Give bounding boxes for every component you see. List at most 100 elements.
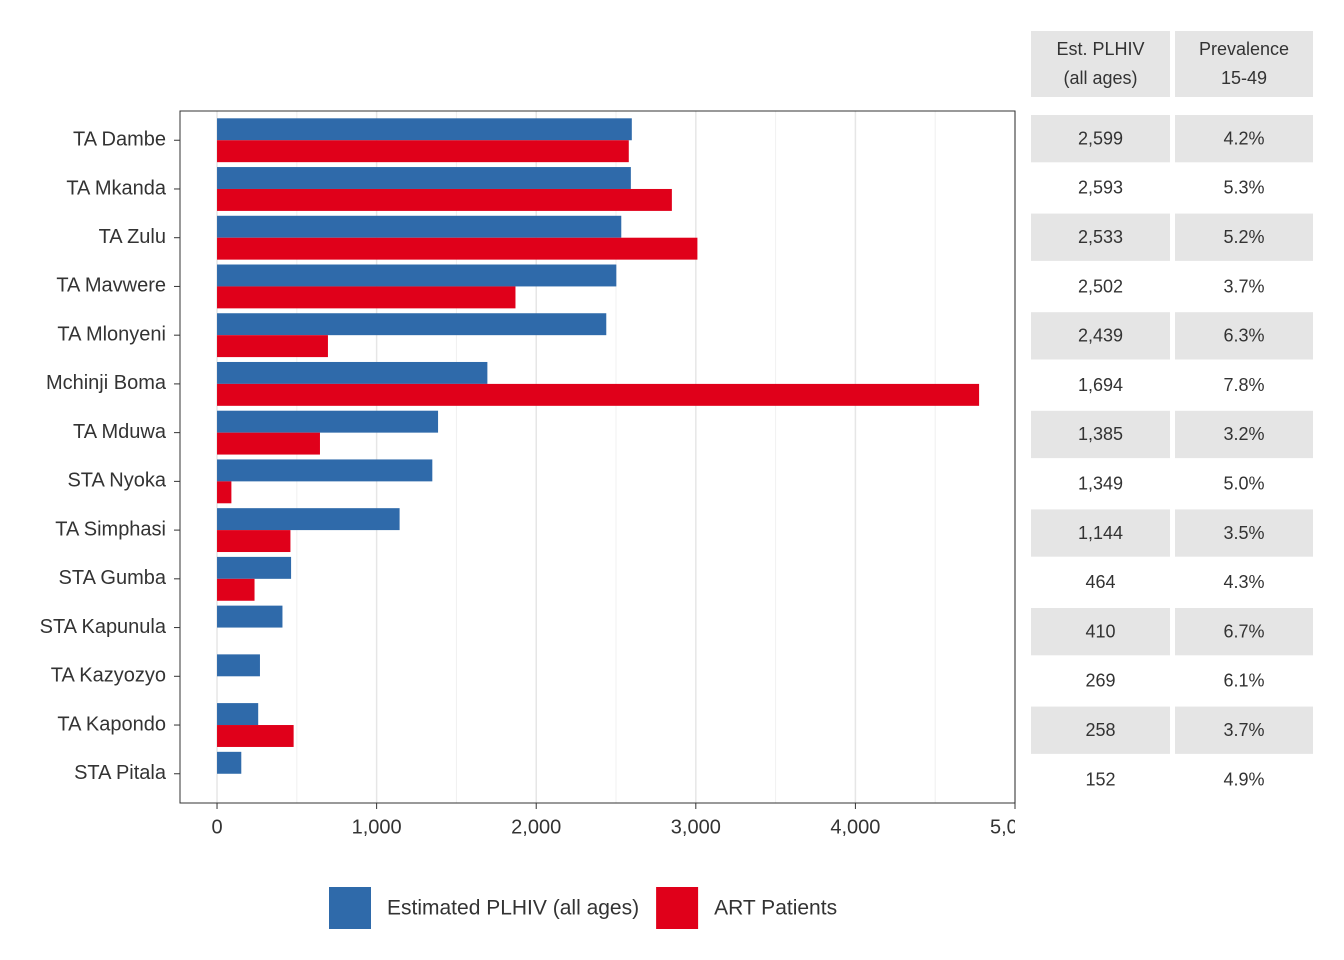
table-value: 2,439 (1078, 326, 1123, 346)
table-cell (1175, 608, 1313, 656)
table-value: 4.3% (1223, 572, 1264, 592)
table-cell (1031, 410, 1170, 459)
table-header: (all ages) (1063, 68, 1137, 88)
bar (217, 313, 607, 336)
x-tick-label: 3,000 (671, 816, 721, 838)
table-cell (1031, 657, 1170, 705)
table-cell (1031, 706, 1170, 754)
table-cell (1175, 410, 1313, 459)
table-value: 1,144 (1078, 523, 1123, 543)
table-cell (1031, 164, 1170, 212)
table-header-cell (1175, 31, 1313, 97)
y-tick-label: TA Mduwa (73, 421, 167, 443)
table-cell (1175, 657, 1313, 705)
y-tick-label: STA Kapunula (40, 616, 167, 638)
table-cell (1175, 460, 1313, 508)
bar (217, 605, 283, 628)
y-tick-label: TA Mlonyeni (57, 323, 166, 345)
table-value: 258 (1085, 720, 1115, 740)
table-cell (1031, 115, 1170, 163)
bar (217, 383, 980, 406)
bar (217, 335, 328, 358)
table-cell (1031, 755, 1170, 804)
bar (217, 264, 617, 287)
x-tick-label: 1,000 (352, 816, 402, 838)
table-cell (1175, 361, 1313, 409)
table-value: 3.5% (1223, 523, 1264, 543)
table-header: 15-49 (1221, 68, 1267, 88)
table-value: 1,349 (1078, 474, 1123, 494)
bar (217, 530, 291, 553)
table-cell (1031, 312, 1170, 360)
table-header-cell (1031, 31, 1170, 97)
table-value: 1,385 (1078, 424, 1123, 444)
plot-background (180, 111, 1015, 803)
bar (217, 556, 292, 579)
y-tick-label: STA Nyoka (67, 470, 166, 492)
table-cell (1031, 509, 1170, 557)
table-value: 3.7% (1223, 276, 1264, 296)
table-value: 3.2% (1223, 424, 1264, 444)
y-tick-label: TA Mkanda (66, 177, 167, 199)
legend-key (329, 887, 371, 929)
table-value: 2,502 (1078, 276, 1123, 296)
bar (217, 188, 672, 211)
bar (217, 118, 632, 141)
bar (217, 215, 622, 238)
table-value: 6.1% (1223, 671, 1264, 691)
table-cell (1175, 164, 1313, 212)
table-value: 1,694 (1078, 375, 1123, 395)
table-value: 5.2% (1223, 227, 1264, 247)
bar (217, 751, 242, 774)
y-tick-label: STA Pitala (74, 762, 167, 784)
y-tick-label: TA Simphasi (55, 518, 166, 540)
bar (217, 703, 259, 726)
bar (217, 725, 294, 747)
bar (217, 481, 232, 504)
bar (217, 508, 400, 531)
bar (217, 654, 260, 677)
y-tick-label: TA Kapondo (57, 713, 166, 735)
x-tick-label: 4,000 (830, 816, 880, 838)
table-value: 7.8% (1223, 375, 1264, 395)
table-value: 269 (1085, 671, 1115, 691)
y-tick-label: TA Mavwere (56, 275, 166, 297)
y-tick-label: TA Dambe (73, 129, 166, 151)
table-value: 2,533 (1078, 227, 1123, 247)
y-tick-label: TA Kazyozyo (51, 665, 166, 687)
table-cell (1175, 558, 1313, 606)
legend-label: ART Patients (714, 897, 837, 920)
bar (217, 410, 439, 433)
table-cell (1031, 608, 1170, 656)
table-cell (1175, 115, 1313, 163)
table-value: 152 (1085, 769, 1115, 789)
table-value: 4.9% (1223, 769, 1264, 789)
table-cell (1175, 706, 1313, 754)
table-cell (1175, 262, 1313, 311)
table-cell (1031, 460, 1170, 508)
y-tick-label: STA Gumba (59, 567, 167, 589)
table-cell (1031, 262, 1170, 311)
table-cell (1175, 213, 1313, 261)
x-tick-labels: 0 1,000 2,000 3,000 4,000 5,000 (211, 816, 1040, 838)
x-tick-label: 5,000 (990, 816, 1040, 838)
plot-border (179, 110, 1016, 804)
table-value: 6.7% (1223, 621, 1264, 641)
bar (217, 140, 629, 163)
bar (217, 361, 488, 384)
table-cell (1031, 213, 1170, 261)
table-header: Est. PLHIV (1056, 39, 1144, 59)
bar (217, 432, 320, 455)
bar (217, 459, 433, 482)
bar (217, 286, 516, 309)
table-value: 2,593 (1078, 178, 1123, 198)
x-tick-label: 2,000 (511, 816, 561, 838)
table-value: 5.3% (1223, 178, 1264, 198)
x-tick-label: 0 (211, 816, 222, 838)
legend-label: Estimated PLHIV (all ages) (387, 897, 639, 920)
table-header: Prevalence (1199, 39, 1289, 59)
bar (217, 237, 698, 260)
table-cell (1175, 755, 1313, 804)
